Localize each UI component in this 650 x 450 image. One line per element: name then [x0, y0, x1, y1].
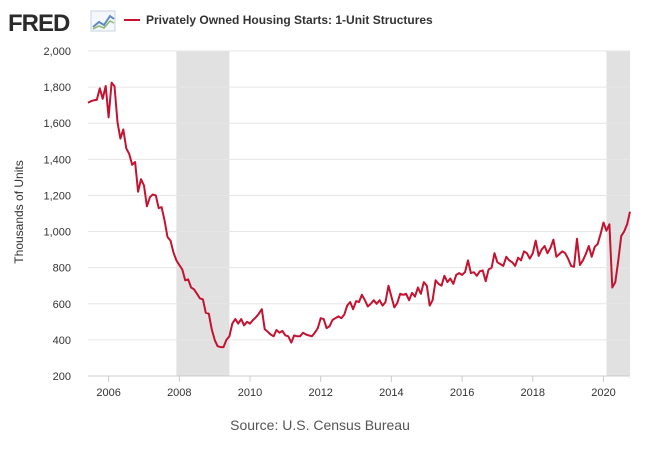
- x-tick-label: 2006: [96, 387, 120, 399]
- x-tick-label: 2010: [238, 387, 262, 399]
- x-tick-label: 2020: [591, 387, 615, 399]
- fred-logo-text: FRED: [8, 10, 70, 37]
- recession-band-1: [606, 51, 630, 376]
- x-tick-label: 2008: [167, 387, 191, 399]
- y-tick-label: 600: [53, 299, 71, 311]
- x-tick-label: 2012: [308, 387, 332, 399]
- x-axis-ticks: 2006 2008 2010 2012 2014 2016 2018 2020: [96, 376, 616, 399]
- legend: Privately Owned Housing Starts: 1-Unit S…: [124, 13, 433, 27]
- y-tick-label: 1,600: [43, 118, 71, 130]
- x-tick-label: 2018: [521, 387, 545, 399]
- y-tick-label: 200: [53, 371, 71, 383]
- y-axis-label: Thousands of Units: [12, 160, 26, 263]
- recession-band-0: [176, 51, 230, 376]
- y-axis-ticks: 200 400 600 800 1,000 1,200 1,400 1,600 1,800 2,0…: [43, 46, 71, 383]
- y-tick-label: 1,200: [43, 190, 71, 202]
- y-tick-label: 800: [53, 263, 71, 275]
- x-tick-label: 2016: [450, 387, 474, 399]
- grid-lines: [88, 50, 630, 341]
- x-tick-label: 2014: [379, 387, 403, 399]
- line-chart-icon: [90, 10, 116, 32]
- source-note: Source: U.S. Census Bureau: [230, 417, 410, 433]
- y-tick-label: 400: [53, 335, 71, 347]
- y-tick-label: 1,000: [43, 227, 71, 239]
- recession-bands: [176, 51, 630, 376]
- legend-label: Privately Owned Housing Starts: 1-Unit S…: [146, 13, 433, 27]
- y-tick-label: 2,000: [43, 46, 71, 58]
- series-line: [87, 81, 631, 349]
- y-tick-label: 1,800: [43, 82, 71, 94]
- fred-logo[interactable]: FRED: [8, 10, 116, 37]
- y-tick-label: 1,400: [43, 154, 71, 166]
